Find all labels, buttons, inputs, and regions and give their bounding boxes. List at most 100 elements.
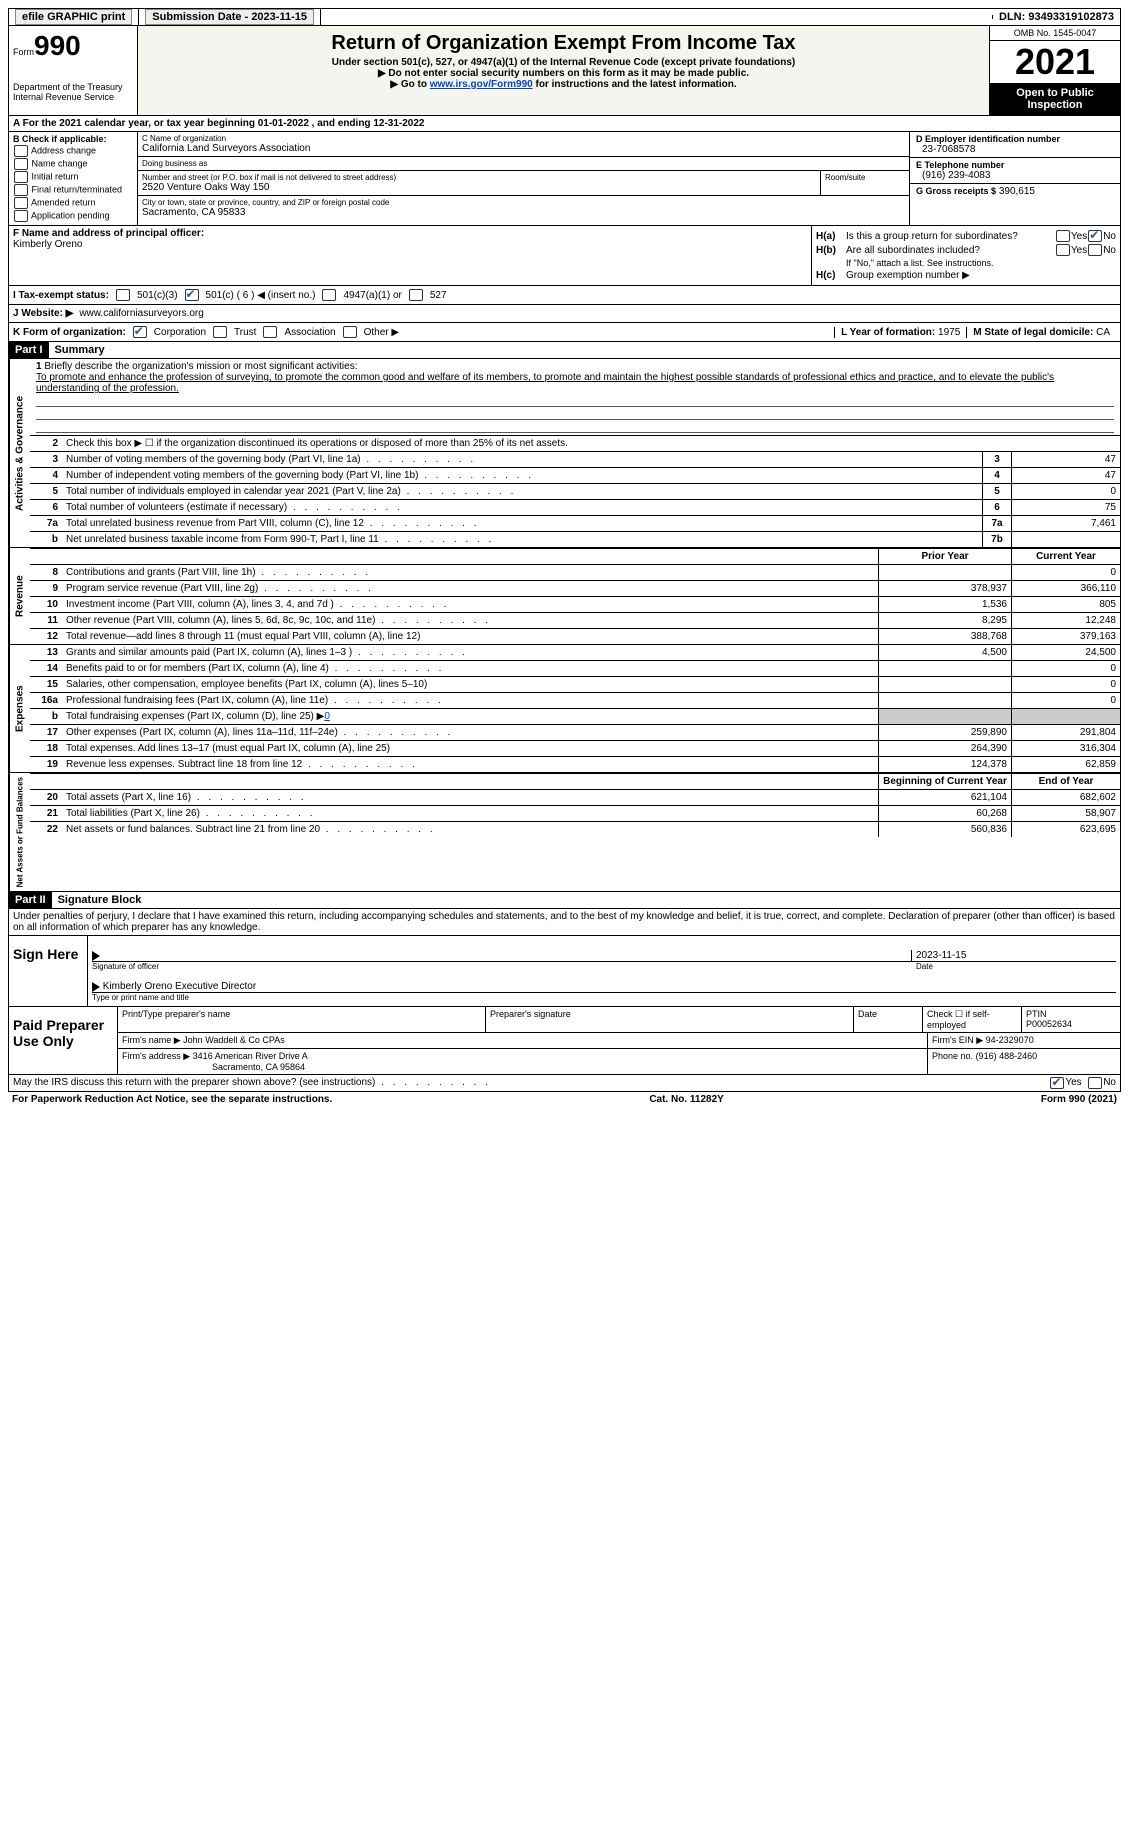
- part-2-badge: Part II: [9, 892, 52, 908]
- footer-center: Cat. No. 11282Y: [649, 1094, 723, 1105]
- discuss-yes-cb[interactable]: [1050, 1077, 1064, 1089]
- irs-link[interactable]: www.irs.gov/Form990: [430, 79, 533, 90]
- ha-no-cb[interactable]: [1088, 230, 1102, 242]
- sig-officer-label: Signature of officer: [92, 962, 916, 971]
- cb-501c3[interactable]: [116, 289, 130, 301]
- end-year-h: End of Year: [1011, 774, 1120, 789]
- irs-text: Internal Revenue Service: [13, 92, 133, 102]
- form-title: Return of Organization Exempt From Incom…: [142, 32, 985, 55]
- part-1-header-row: Part I Summary: [8, 342, 1121, 359]
- firm-phone-lbl: Phone no.: [932, 1051, 973, 1061]
- phone-label: E Telephone number: [916, 160, 1114, 170]
- l18-curr: 316,304: [1011, 741, 1120, 756]
- part-1-title: Summary: [49, 342, 1120, 358]
- line-8: Contributions and grants (Part VIII, lin…: [62, 565, 878, 580]
- org-name-label: C Name of organization: [142, 134, 905, 143]
- cb-address-change[interactable]: Address change: [13, 145, 133, 157]
- line-22: Net assets or fund balances. Subtract li…: [62, 822, 878, 837]
- ptin-label: PTIN: [1026, 1009, 1047, 1019]
- l16b-val: 0: [324, 711, 330, 722]
- city-label: City or town, state or province, country…: [142, 198, 905, 207]
- firm-addr-lbl: Firm's address ▶: [122, 1051, 190, 1061]
- dba-label: Doing business as: [142, 159, 905, 168]
- efile-button[interactable]: efile GRAPHIC print: [15, 9, 132, 25]
- ha-text: Is this a group return for subordinates?: [846, 231, 1055, 242]
- governance-section: Activities & Governance 1 Briefly descri…: [8, 359, 1121, 548]
- cb-amended[interactable]: Amended return: [13, 197, 133, 209]
- cb-other[interactable]: [343, 326, 357, 338]
- cb-final-return[interactable]: Final return/terminated: [13, 184, 133, 196]
- l13-curr: 24,500: [1011, 645, 1120, 660]
- l10-curr: 805: [1011, 597, 1120, 612]
- cb-name-change[interactable]: Name change: [13, 158, 133, 170]
- line-21: Total liabilities (Part X, line 26): [62, 806, 878, 821]
- side-net: Net Assets or Fund Balances: [9, 773, 30, 891]
- cb-initial-return[interactable]: Initial return: [13, 171, 133, 183]
- form-subtitle: Under section 501(c), 527, or 4947(a)(1)…: [142, 57, 985, 68]
- l10-prior: 1,536: [878, 597, 1011, 612]
- side-expenses: Expenses: [9, 645, 30, 772]
- line-16b: Total fundraising expenses (Part IX, col…: [62, 709, 878, 724]
- firm-name: John Waddell & Co CPAs: [183, 1035, 285, 1045]
- line-19: Revenue less expenses. Subtract line 18 …: [62, 757, 878, 772]
- ein-value: 23-7068578: [916, 144, 1114, 155]
- firm-ein: 94-2329070: [986, 1035, 1034, 1045]
- part-2-header-row: Part II Signature Block: [8, 892, 1121, 909]
- hb-yes-cb[interactable]: [1056, 244, 1070, 256]
- m-label: M State of legal domicile:: [973, 327, 1093, 338]
- name-title-label: Type or print name and title: [92, 993, 1116, 1002]
- submission-button[interactable]: Submission Date - 2023-11-15: [145, 9, 314, 25]
- firm-name-lbl: Firm's name ▶: [122, 1035, 181, 1045]
- line-20: Total assets (Part X, line 16): [62, 790, 878, 805]
- firm-ein-lbl: Firm's EIN ▶: [932, 1035, 983, 1045]
- omb-number: OMB No. 1545-0047: [990, 26, 1120, 41]
- l13-prior: 4,500: [878, 645, 1011, 660]
- cb-501c[interactable]: [185, 289, 199, 301]
- ptin-value: P00052634: [1026, 1019, 1072, 1029]
- line-3: Number of voting members of the governin…: [62, 452, 982, 467]
- prior-year-h: Prior Year: [878, 549, 1011, 564]
- ein-label: D Employer identification number: [916, 134, 1114, 144]
- line-4: Number of independent voting members of …: [62, 468, 982, 483]
- firm-phone: (916) 488-2460: [976, 1051, 1038, 1061]
- firm-addr1: 3416 American River Drive A: [193, 1051, 308, 1061]
- col-b-header: B Check if applicable:: [13, 134, 107, 144]
- l8-curr: 0: [1011, 565, 1120, 580]
- cb-assoc[interactable]: [263, 326, 277, 338]
- l21-prior: 60,268: [878, 806, 1011, 821]
- l8-prior: [878, 565, 1011, 580]
- cb-trust[interactable]: [213, 326, 227, 338]
- page-footer: For Paperwork Reduction Act Notice, see …: [8, 1092, 1121, 1107]
- cb-527[interactable]: [409, 289, 423, 301]
- ha-yes-cb[interactable]: [1056, 230, 1070, 242]
- revenue-section: Revenue Prior YearCurrent Year 8Contribu…: [8, 548, 1121, 645]
- line-12: Total revenue—add lines 8 through 11 (mu…: [62, 629, 878, 644]
- l20-curr: 682,602: [1011, 790, 1120, 805]
- line-7b: Net unrelated business taxable income fr…: [62, 532, 982, 547]
- hc-label: H(c): [816, 270, 846, 281]
- form-prefix: Form: [13, 47, 34, 57]
- officer-name: Kimberly Oreno: [13, 239, 82, 250]
- j-label: J Website: ▶: [13, 308, 73, 319]
- cb-app-pending[interactable]: Application pending: [13, 210, 133, 222]
- cb-corp[interactable]: [133, 326, 147, 338]
- l15-curr: 0: [1011, 677, 1120, 692]
- paid-prep-label: Paid Preparer Use Only: [9, 1007, 118, 1074]
- arrow-icon-2: [92, 982, 100, 992]
- footer-right: Form 990 (2021): [1041, 1094, 1117, 1105]
- cb-4947[interactable]: [322, 289, 336, 301]
- line-7a: Total unrelated business revenue from Pa…: [62, 516, 982, 531]
- l22-prior: 560,836: [878, 822, 1011, 837]
- discuss-no-cb[interactable]: [1088, 1077, 1102, 1089]
- discuss-row: May the IRS discuss this return with the…: [8, 1075, 1121, 1092]
- l9-prior: 378,937: [878, 581, 1011, 596]
- hb-no-cb[interactable]: [1088, 244, 1102, 256]
- l17-curr: 291,804: [1011, 725, 1120, 740]
- l14-prior: [878, 661, 1011, 676]
- mission-label: Briefly describe the organization's miss…: [44, 361, 357, 372]
- form-number: 990: [34, 30, 81, 61]
- i-label: I Tax-exempt status:: [13, 290, 109, 301]
- instr2-pre: ▶ Go to: [390, 79, 429, 90]
- section-b-c-d-e: B Check if applicable: Address change Na…: [8, 132, 1121, 226]
- signature-block: Under penalties of perjury, I declare th…: [8, 909, 1121, 1075]
